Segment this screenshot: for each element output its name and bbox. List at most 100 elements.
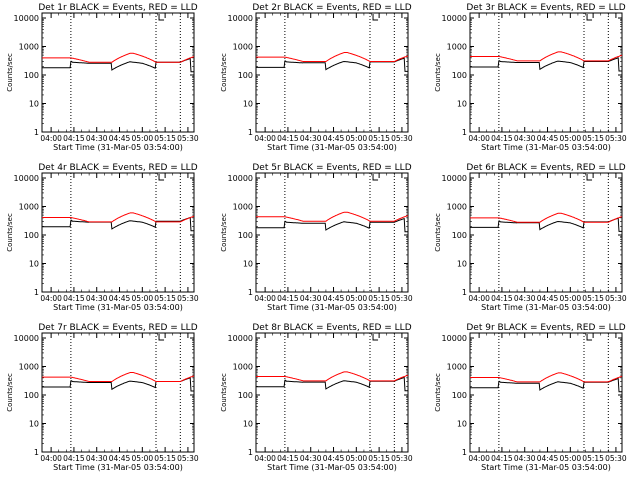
x-tick-label: 04:00 xyxy=(468,454,490,463)
x-tick-label: 05:30 xyxy=(391,294,413,303)
chart-title: Det 4r BLACK = Events, RED = LLD xyxy=(38,163,197,173)
chart-title: Det 5r BLACK = Events, RED = LLD xyxy=(252,163,411,173)
y-tick-label: 1000 xyxy=(19,363,39,372)
x-axis-label: Start Time (31-Mar-05 03:54:00) xyxy=(267,463,397,472)
chart-title: Det 7r BLACK = Events, RED = LLD xyxy=(38,323,197,333)
y-axis-label: Counts/sec xyxy=(434,53,442,92)
x-tick-label: 05:30 xyxy=(177,294,199,303)
annotation-bracket xyxy=(586,334,593,341)
y-tick-label: 1 xyxy=(462,128,467,137)
x-tick-label: 04:00 xyxy=(40,294,62,303)
x-tick-label: 04:45 xyxy=(109,134,131,143)
x-tick-label: 04:15 xyxy=(277,454,299,463)
y-tick-label: 1 xyxy=(34,128,39,137)
y-tick-label: 10 xyxy=(457,100,467,109)
x-tick-label: 05:00 xyxy=(132,294,154,303)
x-axis-label: Start Time (31-Mar-05 03:54:00) xyxy=(267,303,397,312)
y-tick-label: 1 xyxy=(462,288,467,297)
chart-panel-2: Det 2r BLACK = Events, RED = LLD 1 10 100 10… xyxy=(220,3,413,152)
x-tick-label: 05:15 xyxy=(368,294,390,303)
x-tick-label: 05:30 xyxy=(391,454,413,463)
lld-series-line xyxy=(256,371,409,382)
x-tick-label: 04:15 xyxy=(277,294,299,303)
lld-series-line xyxy=(42,372,195,382)
x-tick-label: 05:15 xyxy=(582,454,604,463)
x-tick-label: 04:15 xyxy=(491,294,513,303)
plot-frame xyxy=(255,332,409,453)
plot-frame xyxy=(255,12,409,133)
x-tick-label: 04:15 xyxy=(277,134,299,143)
x-tick-label: 05:00 xyxy=(132,454,154,463)
x-tick-label: 04:30 xyxy=(514,294,536,303)
y-tick-label: 100 xyxy=(238,71,253,80)
y-tick-label: 10 xyxy=(29,100,39,109)
chart-title: Det 8r BLACK = Events, RED = LLD xyxy=(252,323,411,333)
lld-series-line xyxy=(470,372,623,383)
events-series-line xyxy=(256,57,408,72)
annotation-bracket xyxy=(372,334,379,341)
chart-title: Det 6r BLACK = Events, RED = LLD xyxy=(466,163,625,173)
chart-panel-5: Det 5r BLACK = Events, RED = LLD 1 10 100 10… xyxy=(220,163,413,312)
y-tick-label: 1 xyxy=(34,288,39,297)
x-tick-label: 05:30 xyxy=(177,454,199,463)
y-axis-label: Counts/sec xyxy=(220,53,228,92)
annotation-bracket xyxy=(586,14,593,21)
y-tick-label: 10000 xyxy=(228,14,253,23)
y-axis-label: Counts/sec xyxy=(6,373,14,412)
events-series-line xyxy=(470,217,622,232)
plot-frame xyxy=(41,332,195,453)
lld-series-line xyxy=(42,212,195,223)
y-axis-label: Counts/sec xyxy=(220,213,228,252)
y-tick-label: 1000 xyxy=(447,363,467,372)
y-tick-label: 10000 xyxy=(442,14,467,23)
chart-panel-7: Det 7r BLACK = Events, RED = LLD 1 10 100 10… xyxy=(6,323,199,472)
events-series-line xyxy=(470,57,622,72)
x-tick-label: 05:30 xyxy=(605,134,627,143)
y-tick-label: 1 xyxy=(462,448,467,457)
x-tick-label: 04:15 xyxy=(491,454,513,463)
chart-title: Det 1r BLACK = Events, RED = LLD xyxy=(38,3,197,13)
y-tick-label: 100 xyxy=(238,391,253,400)
x-tick-label: 05:00 xyxy=(132,134,154,143)
x-tick-label: 05:00 xyxy=(560,454,582,463)
annotation-bracket xyxy=(372,14,379,21)
events-series-line xyxy=(256,376,408,392)
y-tick-label: 1000 xyxy=(447,43,467,52)
x-tick-label: 05:30 xyxy=(605,454,627,463)
y-tick-label: 10000 xyxy=(14,334,39,343)
lld-series-line xyxy=(470,51,623,62)
x-tick-label: 04:30 xyxy=(86,294,108,303)
x-tick-label: 05:15 xyxy=(154,134,176,143)
y-tick-label: 10000 xyxy=(14,14,39,23)
y-tick-label: 10 xyxy=(29,260,39,269)
chart-panel-9: Det 9r BLACK = Events, RED = LLD 1 10 100 10… xyxy=(434,323,627,472)
y-tick-label: 1 xyxy=(248,288,253,297)
x-tick-label: 04:00 xyxy=(254,134,276,143)
y-tick-label: 1000 xyxy=(19,203,39,212)
x-tick-label: 04:00 xyxy=(254,454,276,463)
chart-title: Det 2r BLACK = Events, RED = LLD xyxy=(252,3,411,13)
lld-series-line xyxy=(42,52,195,63)
x-tick-label: 05:30 xyxy=(177,134,199,143)
y-tick-label: 100 xyxy=(24,231,39,240)
lld-series-line xyxy=(470,212,623,223)
x-tick-label: 05:15 xyxy=(368,134,390,143)
x-tick-label: 05:00 xyxy=(560,134,582,143)
x-tick-label: 04:30 xyxy=(514,454,536,463)
y-tick-label: 1000 xyxy=(19,43,39,52)
y-axis-label: Counts/sec xyxy=(220,373,228,412)
x-tick-label: 04:45 xyxy=(537,294,559,303)
x-tick-label: 05:15 xyxy=(154,454,176,463)
plot-frame xyxy=(469,172,623,293)
chart-panel-6: Det 6r BLACK = Events, RED = LLD 1 10 100 10… xyxy=(434,163,627,312)
x-tick-label: 04:00 xyxy=(468,134,490,143)
x-tick-label: 04:15 xyxy=(63,454,85,463)
x-tick-label: 04:45 xyxy=(537,454,559,463)
y-axis-label: Counts/sec xyxy=(434,213,442,252)
y-tick-label: 100 xyxy=(452,231,467,240)
lld-series-line xyxy=(256,52,409,62)
plot-frame xyxy=(41,172,195,293)
y-tick-label: 1000 xyxy=(233,43,253,52)
chart-panel-3: Det 3r BLACK = Events, RED = LLD 1 10 100 10… xyxy=(434,3,627,152)
